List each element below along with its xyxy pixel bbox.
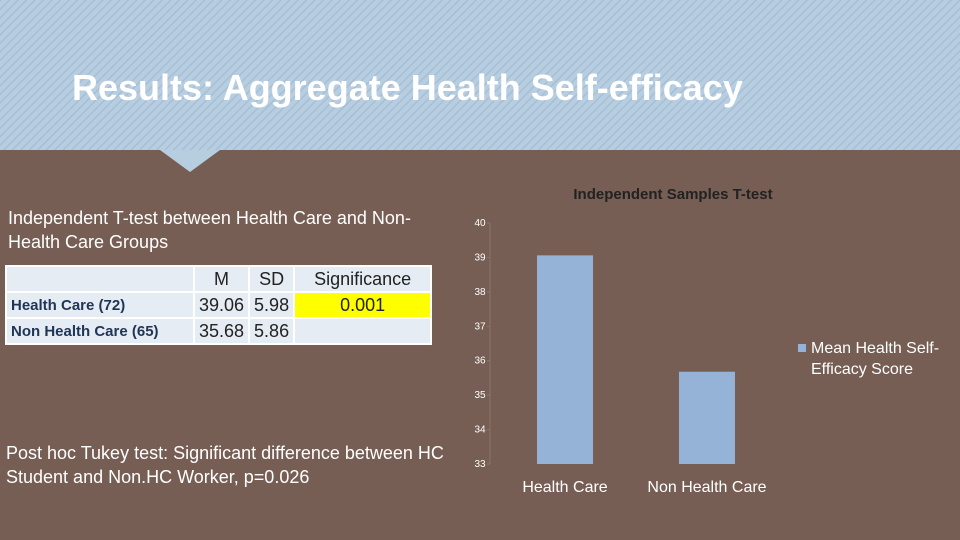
table-header: M — [192, 265, 251, 293]
table-cell: 39.06 — [192, 291, 251, 319]
table-cell: 35.68 — [192, 317, 251, 345]
chart-title: Independent Samples T-test — [573, 186, 772, 203]
table-cell: 5.86 — [248, 317, 296, 345]
legend-swatch — [798, 344, 806, 352]
y-tick-label: 35 — [474, 390, 486, 401]
row-label: Health Care (72) — [5, 291, 195, 319]
table-header: SD — [248, 265, 296, 293]
legend-label: Mean Health Self-Efficacy Score — [811, 340, 940, 378]
bar — [537, 255, 593, 464]
y-tick-label: 34 — [474, 425, 486, 436]
description: Independent T-test between Health Care a… — [8, 208, 411, 252]
y-tick-label: 39 — [474, 252, 486, 263]
row-label: Non Health Care (65) — [5, 317, 195, 345]
x-tick-label: Non Health Care — [647, 479, 766, 496]
table-cell — [5, 265, 195, 293]
header-notch — [160, 150, 220, 172]
x-tick-label: Health Care — [522, 479, 607, 496]
table-cell: 5.98 — [248, 291, 296, 319]
y-tick-label: 33 — [474, 459, 486, 470]
y-tick-label: 40 — [474, 218, 486, 229]
y-tick-label: 36 — [474, 356, 486, 367]
table-cell: 0.001 — [293, 291, 433, 319]
y-tick-label: 37 — [474, 321, 486, 332]
bar — [679, 371, 735, 464]
y-tick-label: 38 — [474, 287, 486, 298]
slide-title: Results: Aggregate Health Self-efficacy — [72, 67, 743, 108]
header-band — [0, 0, 960, 150]
table-header: Significance — [293, 265, 433, 293]
table-cell — [293, 317, 433, 345]
stats-table: M SD Significance Health Care (72) 39.06… — [5, 265, 433, 345]
note: Post hoc Tukey test: Significant differe… — [6, 443, 444, 487]
